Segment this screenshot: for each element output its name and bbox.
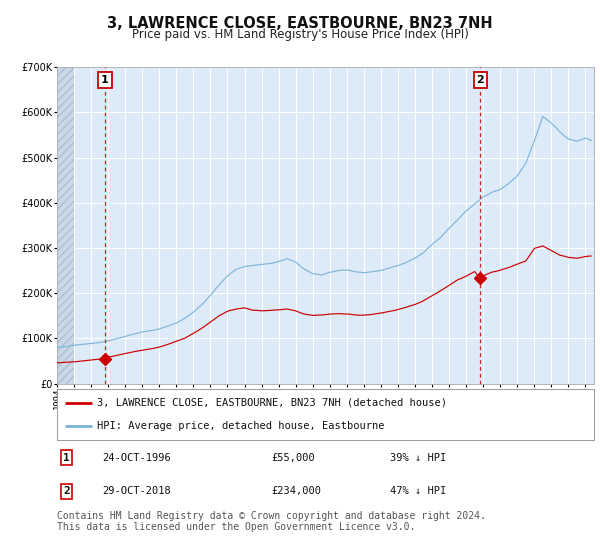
Text: £234,000: £234,000 — [272, 486, 322, 496]
Text: £55,000: £55,000 — [272, 453, 316, 463]
Text: 3, LAWRENCE CLOSE, EASTBOURNE, BN23 7NH (detached house): 3, LAWRENCE CLOSE, EASTBOURNE, BN23 7NH … — [97, 398, 447, 408]
Text: 47% ↓ HPI: 47% ↓ HPI — [390, 486, 446, 496]
Text: 2: 2 — [476, 75, 484, 85]
Text: 24-OCT-1996: 24-OCT-1996 — [103, 453, 172, 463]
Bar — [57, 67, 74, 384]
Text: 39% ↓ HPI: 39% ↓ HPI — [390, 453, 446, 463]
Text: Contains HM Land Registry data © Crown copyright and database right 2024.
This d: Contains HM Land Registry data © Crown c… — [57, 511, 486, 533]
Text: 2: 2 — [63, 486, 70, 496]
Text: Price paid vs. HM Land Registry's House Price Index (HPI): Price paid vs. HM Land Registry's House … — [131, 28, 469, 41]
Text: 29-OCT-2018: 29-OCT-2018 — [103, 486, 172, 496]
Text: 1: 1 — [63, 453, 70, 463]
Text: 1: 1 — [101, 75, 109, 85]
Text: HPI: Average price, detached house, Eastbourne: HPI: Average price, detached house, East… — [97, 421, 385, 431]
Text: 3, LAWRENCE CLOSE, EASTBOURNE, BN23 7NH: 3, LAWRENCE CLOSE, EASTBOURNE, BN23 7NH — [107, 16, 493, 31]
